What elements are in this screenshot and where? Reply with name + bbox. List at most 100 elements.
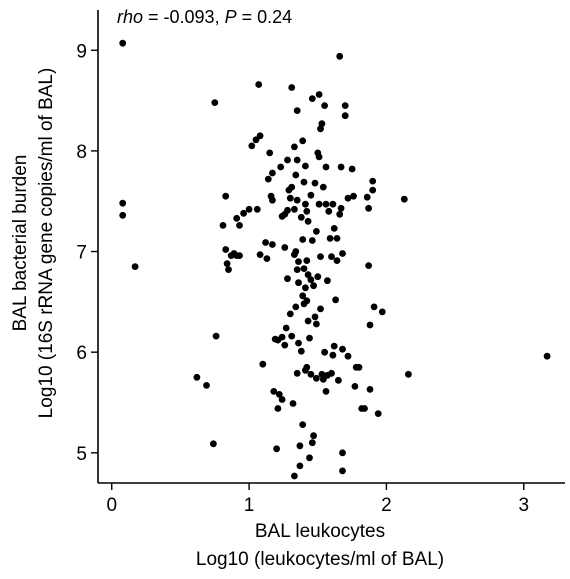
data-point xyxy=(302,284,309,292)
data-point xyxy=(256,251,264,258)
data-point xyxy=(284,275,291,283)
data-point xyxy=(256,132,264,140)
axes xyxy=(97,10,565,484)
data-point xyxy=(306,454,313,462)
data-point xyxy=(131,263,139,270)
data-point xyxy=(278,333,286,341)
data-point xyxy=(355,363,363,371)
data-point xyxy=(297,213,305,221)
data-point xyxy=(314,273,322,281)
data-point xyxy=(255,81,263,88)
data-point xyxy=(328,253,335,260)
data-point xyxy=(292,303,300,311)
data-point xyxy=(282,324,290,332)
data-point xyxy=(293,107,301,114)
data-point xyxy=(336,52,344,60)
data-point xyxy=(335,376,342,384)
data-point xyxy=(348,165,356,173)
data-point xyxy=(299,292,307,300)
data-point xyxy=(245,205,253,213)
data-point xyxy=(330,225,338,232)
data-point xyxy=(210,440,217,448)
data-point xyxy=(315,153,323,161)
data-point xyxy=(315,200,323,208)
data-point xyxy=(313,320,320,328)
data-point xyxy=(295,339,302,347)
data-point xyxy=(203,382,210,389)
data-point xyxy=(291,472,298,480)
data-point xyxy=(291,205,298,213)
data-point xyxy=(286,310,294,318)
data-point xyxy=(311,179,319,187)
data-point xyxy=(313,374,320,382)
data-point xyxy=(304,271,312,279)
correlation-annotation: rho = -0.093, P = 0.24 xyxy=(117,7,292,27)
data-point xyxy=(543,352,551,360)
data-point xyxy=(322,388,330,395)
data-point xyxy=(240,209,248,217)
data-point xyxy=(350,192,357,200)
data-point xyxy=(303,257,311,264)
data-point xyxy=(322,200,330,208)
data-point xyxy=(315,91,323,98)
data-point xyxy=(317,305,324,313)
data-point xyxy=(374,410,382,417)
data-point xyxy=(321,348,328,356)
data-point xyxy=(303,297,311,305)
p-label: P xyxy=(225,7,237,27)
data-point xyxy=(344,352,352,360)
p-value: = 0.24 xyxy=(237,7,293,27)
data-point xyxy=(299,421,307,428)
data-point xyxy=(333,235,341,242)
data-point xyxy=(308,439,316,447)
data-point xyxy=(270,388,278,395)
data-point xyxy=(339,250,346,257)
data-point xyxy=(310,282,317,290)
data-point xyxy=(304,217,312,225)
data-point xyxy=(119,39,127,47)
data-point xyxy=(317,125,324,133)
data-point xyxy=(405,370,412,378)
data-point xyxy=(330,342,338,350)
data-point xyxy=(317,253,324,260)
data-point xyxy=(302,200,309,208)
data-point xyxy=(329,351,337,359)
x-tick-label: 2 xyxy=(381,495,392,516)
data-point xyxy=(223,260,231,267)
data-point xyxy=(263,255,271,262)
data-point xyxy=(339,449,346,457)
y-tick-label: 7 xyxy=(76,243,87,264)
data-point xyxy=(295,279,302,287)
data-point xyxy=(288,332,296,340)
y-tick-label: 9 xyxy=(76,41,87,62)
data-point xyxy=(292,248,300,255)
data-point xyxy=(304,317,312,325)
data-point xyxy=(266,149,274,157)
data-point xyxy=(307,191,315,199)
data-point xyxy=(248,142,256,150)
data-point xyxy=(307,276,315,284)
data-point xyxy=(269,169,276,177)
data-point xyxy=(332,296,339,304)
data-point xyxy=(363,193,371,201)
data-point xyxy=(337,204,345,212)
data-point xyxy=(291,143,298,151)
x-ticks: 0 1 2 3 xyxy=(106,483,529,516)
y-tick-label: 6 xyxy=(76,343,87,364)
data-point xyxy=(308,237,316,244)
data-point xyxy=(318,120,326,128)
data-point xyxy=(273,445,280,453)
data-point xyxy=(369,177,377,185)
data-point xyxy=(366,321,374,329)
data-point xyxy=(253,205,261,213)
data-point xyxy=(351,383,359,390)
x-axis-title-line2: Log10 (leukocytes/ml of BAL) xyxy=(196,549,444,570)
data-point xyxy=(378,308,386,316)
data-point xyxy=(286,194,294,202)
data-point xyxy=(361,405,368,412)
data-point xyxy=(219,222,227,229)
data-point xyxy=(296,442,304,450)
data-point xyxy=(336,210,344,218)
data-point xyxy=(269,196,276,204)
